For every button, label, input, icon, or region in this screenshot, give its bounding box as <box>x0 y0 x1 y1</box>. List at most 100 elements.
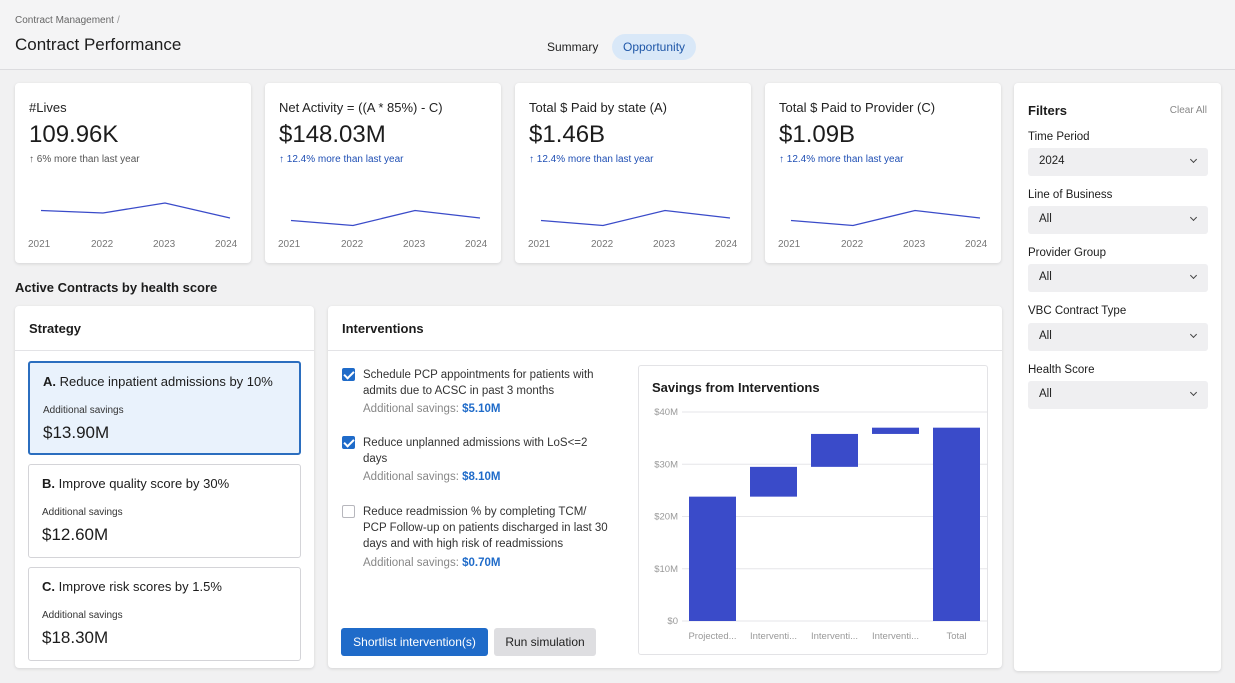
strategy-prefix: A. <box>43 374 56 389</box>
strategy-option-c[interactable]: C. Improve risk scores by 1.5% Additiona… <box>28 567 301 661</box>
shortlist-interventions-button[interactable]: Shortlist intervention(s) <box>341 628 488 656</box>
tab-opportunity[interactable]: Opportunity <box>612 34 697 60</box>
waterfall-chart: $0 $10M $20M $30M $40M Projected... Interventi… <box>654 407 987 642</box>
x-tick-label: Total <box>946 631 966 642</box>
kpi-change-text: 6% more than last year <box>36 154 140 165</box>
intervention-text: Reduce readmission % by completing TCM/ … <box>363 506 608 550</box>
strategy-option-a[interactable]: A. Reduce inpatient admissions by 10% Ad… <box>28 361 301 455</box>
year-label: 2023 <box>903 239 926 250</box>
chart-title: Savings from Interventions <box>652 380 820 395</box>
kpi-card-net-activity: Net Activity = ((A * 85%) - C) $148.03M … <box>265 83 501 263</box>
intervention-savings: Additional savings: $0.70M <box>363 557 500 569</box>
kpi-value: 109.96K <box>29 121 119 148</box>
kpi-change-text: 12.4% more than last year <box>786 154 904 165</box>
intervention-item: Reduce readmission % by completing TCM/ … <box>342 504 612 579</box>
strategy-text: Improve risk scores by 1.5% <box>58 579 222 594</box>
waterfall-bar <box>811 433 858 467</box>
breadcrumb-link[interactable]: Contract Management <box>15 15 114 26</box>
chevron-down-icon <box>1189 388 1198 397</box>
strategy-panel: Strategy A. Reduce inpatient admissions … <box>15 306 314 668</box>
year-label: 2022 <box>841 239 864 250</box>
provider-group-select[interactable]: All <box>1028 264 1208 292</box>
tab-summary[interactable]: Summary <box>547 40 599 54</box>
strategy-value: $18.30M <box>42 628 109 647</box>
kpi-title: Total $ Paid by state (A) <box>529 100 668 115</box>
checkbox-unchecked[interactable] <box>342 505 355 518</box>
section-title: Active Contracts by health score <box>15 280 218 295</box>
panel-title: Strategy <box>29 321 82 336</box>
savings-label: Additional savings: <box>363 471 459 483</box>
waterfall-bar <box>689 496 736 621</box>
kpi-change: ↑ 12.4% more than last year <box>779 154 904 165</box>
year-label: 2021 <box>778 239 801 250</box>
sparkline <box>790 209 981 227</box>
strategy-sub: Additional savings <box>43 405 124 416</box>
sparkline-line <box>790 209 981 227</box>
year-label: 2023 <box>153 239 176 250</box>
x-tick-label: Interventi... <box>811 631 858 642</box>
intervention-item: Schedule PCP appointments for patients w… <box>342 367 612 427</box>
y-tick-label: $20M <box>654 512 678 523</box>
intervention-text: Reduce unplanned admissions with LoS<=2 … <box>363 437 588 465</box>
filter-label: VBC Contract Type <box>1028 305 1127 317</box>
vbc-contract-type-select[interactable]: All <box>1028 323 1208 351</box>
y-tick-label: $10M <box>654 564 678 575</box>
chevron-down-icon <box>1189 330 1198 339</box>
page-header: Contract Management / Contract Performanc… <box>0 0 1235 70</box>
strategy-option-b[interactable]: B. Improve quality score by 30% Addition… <box>28 464 301 558</box>
year-label: 2024 <box>715 239 738 250</box>
year-label: 2021 <box>528 239 551 250</box>
year-label: 2022 <box>91 239 114 250</box>
intervention-item: Reduce unplanned admissions with LoS<=2 … <box>342 435 612 495</box>
select-value: 2024 <box>1039 155 1065 167</box>
breadcrumb-separator: / <box>116 15 120 26</box>
strategy-text: Reduce inpatient admissions by 10% <box>59 374 273 389</box>
filter-label: Line of Business <box>1028 189 1113 201</box>
strategy-sub: Additional savings <box>42 610 123 621</box>
savings-value: $5.10M <box>462 403 501 415</box>
intervention-savings: Additional savings: $5.10M <box>363 403 500 415</box>
waterfall-bar <box>933 427 980 621</box>
select-value: All <box>1039 388 1052 400</box>
arrow-up-icon: ↑ <box>779 154 784 165</box>
filter-label: Time Period <box>1028 131 1090 143</box>
kpi-card-lives: #Lives 109.96K ↑ 6% more than last year … <box>15 83 251 263</box>
checkbox-checked[interactable] <box>342 436 355 449</box>
health-score-select[interactable]: All <box>1028 381 1208 409</box>
kpi-change: ↑ 12.4% more than last year <box>529 154 654 165</box>
checkbox-checked[interactable] <box>342 368 355 381</box>
line-of-business-select[interactable]: All <box>1028 206 1208 234</box>
kpi-value: $1.09B <box>779 121 856 148</box>
filters-panel: Filters Clear All Time Period 2024 Line … <box>1014 83 1221 671</box>
year-label: 2022 <box>341 239 364 250</box>
page-title: Contract Performance <box>15 35 182 54</box>
kpi-change-text: 12.4% more than last year <box>286 154 404 165</box>
clear-all-link[interactable]: Clear All <box>1169 105 1207 116</box>
savings-label: Additional savings: <box>363 557 459 569</box>
kpi-title: Net Activity = ((A * 85%) - C) <box>279 100 443 115</box>
run-simulation-button[interactable]: Run simulation <box>494 628 596 656</box>
arrow-up-icon: ↑ <box>529 154 534 165</box>
time-period-select[interactable]: 2024 <box>1028 148 1208 176</box>
kpi-card-paid-by-state: Total $ Paid by state (A) $1.46B ↑ 12.4%… <box>515 83 751 263</box>
sparkline-line <box>540 209 731 227</box>
filters-title: Filters <box>1028 103 1068 118</box>
intervention-text: Schedule PCP appointments for patients w… <box>363 369 594 397</box>
panel-title: Interventions <box>342 321 424 336</box>
filter-label: Provider Group <box>1028 247 1106 259</box>
arrow-up-icon: ↑ <box>279 154 284 165</box>
sparkline <box>40 202 231 219</box>
sparkline-line <box>40 202 231 219</box>
kpi-title: #Lives <box>29 100 67 115</box>
panel-header: Interventions <box>328 306 1002 351</box>
strategy-sub: Additional savings <box>42 507 123 518</box>
y-tick-label: $40M <box>654 407 678 418</box>
select-value: All <box>1039 213 1052 225</box>
waterfall-bar <box>872 427 919 434</box>
breadcrumb: Contract Management / <box>15 15 120 26</box>
interventions-panel: Interventions Schedule PCP appointments … <box>328 306 1002 668</box>
kpi-title: Total $ Paid to Provider (C) <box>779 100 936 115</box>
savings-chart: $0 $10M $20M $30M $40M Projected... Interventi… <box>638 365 988 655</box>
panel-header: Strategy <box>15 306 314 351</box>
year-label: 2024 <box>215 239 238 250</box>
